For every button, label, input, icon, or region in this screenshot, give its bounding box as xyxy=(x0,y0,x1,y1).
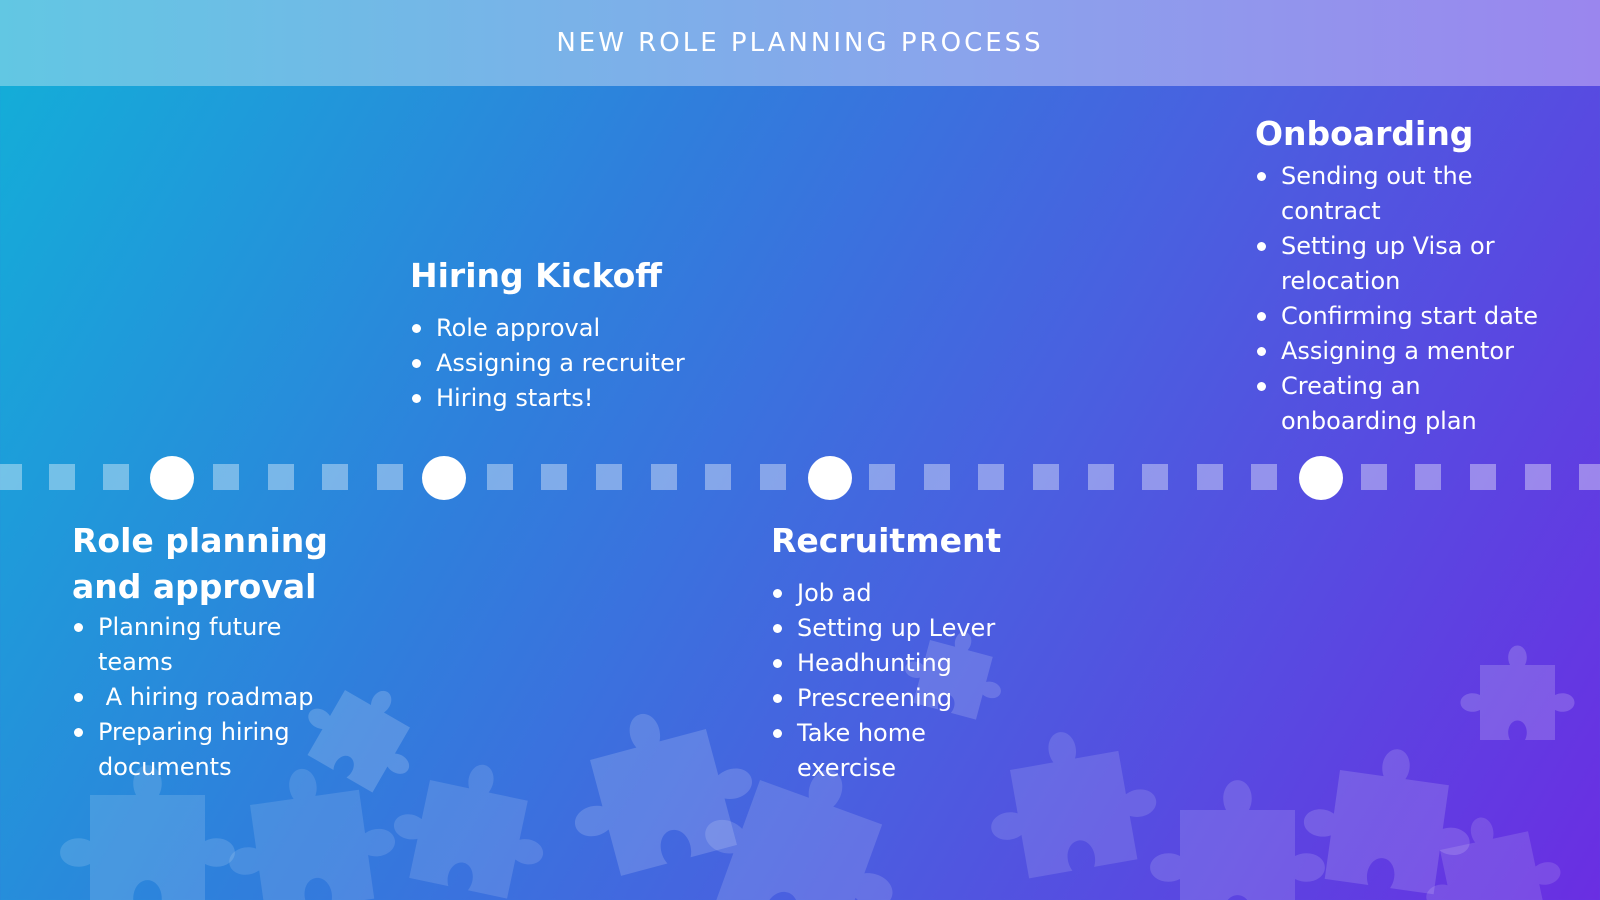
list-item: Planning future teams xyxy=(72,610,362,680)
list-item: Headhunting xyxy=(771,646,1031,681)
timeline-dash xyxy=(1361,464,1387,490)
list-item: Role approval xyxy=(410,311,710,346)
timeline-dash xyxy=(103,464,129,490)
timeline-dash xyxy=(0,464,22,490)
stage-title: Role planning and approval xyxy=(72,518,362,610)
list-item: Assigning a mentor xyxy=(1255,334,1555,369)
stage-title-line: and approval xyxy=(72,567,317,606)
stage-title-line: Role planning xyxy=(72,521,328,560)
timeline-dash xyxy=(377,464,403,490)
timeline-dash xyxy=(1033,464,1059,490)
stage-hiring-kickoff: Hiring Kickoff Role approval Assigning a… xyxy=(410,253,710,416)
list-item: Prescreening xyxy=(771,681,1031,716)
timeline-dash xyxy=(596,464,622,490)
list-item: Preparing hiring documents xyxy=(72,715,362,785)
timeline-node-onboarding xyxy=(1299,456,1343,500)
timeline-dash xyxy=(1415,464,1441,490)
timeline xyxy=(0,456,1600,500)
timeline-dash xyxy=(760,464,786,490)
list-item: A hiring roadmap xyxy=(72,680,362,715)
list-item: Setting up Visa or relocation xyxy=(1255,229,1555,299)
header-bar: NEW ROLE PLANNING PROCESS xyxy=(0,0,1600,86)
timeline-dash xyxy=(705,464,731,490)
stage-title: Hiring Kickoff xyxy=(410,256,663,295)
timeline-dash xyxy=(213,464,239,490)
timeline-dash xyxy=(268,464,294,490)
list-item: Assigning a recruiter xyxy=(410,346,710,381)
timeline-dash xyxy=(49,464,75,490)
timeline-dash xyxy=(1525,464,1551,490)
stage-onboarding: Onboarding Sending out the contract Sett… xyxy=(1255,111,1555,439)
stage-item-list: Role approval Assigning a recruiter Hiri… xyxy=(410,311,710,416)
timeline-dash xyxy=(924,464,950,490)
timeline-node-recruitment xyxy=(808,456,852,500)
timeline-dash xyxy=(1251,464,1277,490)
timeline-dash xyxy=(1197,464,1223,490)
list-item: Hiring starts! xyxy=(410,381,710,416)
timeline-dash xyxy=(978,464,1004,490)
timeline-dash xyxy=(651,464,677,490)
stage-item-list: Planning future teams A hiring roadmap P… xyxy=(72,610,362,785)
timeline-dash xyxy=(1142,464,1168,490)
stage-title: Recruitment xyxy=(771,521,1002,560)
list-item: Creating an onboarding plan xyxy=(1255,369,1555,439)
stage-role-planning: Role planning and approval Planning futu… xyxy=(72,518,362,785)
list-item: Confirming start date xyxy=(1255,299,1555,334)
stage-item-list: Job ad Setting up Lever Headhunting Pres… xyxy=(771,576,1031,786)
timeline-node-hiring-kickoff xyxy=(422,456,466,500)
stage-item-list: Sending out the contract Setting up Visa… xyxy=(1255,159,1555,439)
timeline-dash xyxy=(1579,464,1600,490)
page-title: NEW ROLE PLANNING PROCESS xyxy=(556,28,1044,58)
list-item: Sending out the contract xyxy=(1255,159,1555,229)
list-item: Take home exercise xyxy=(771,716,1031,786)
list-item: Setting up Lever xyxy=(771,611,1031,646)
stage-title: Onboarding xyxy=(1255,114,1474,153)
timeline-node-role-planning xyxy=(150,456,194,500)
stage-recruitment: Recruitment Job ad Setting up Lever Head… xyxy=(771,518,1031,786)
timeline-dash xyxy=(869,464,895,490)
list-item: Job ad xyxy=(771,576,1031,611)
timeline-dash xyxy=(1470,464,1496,490)
timeline-dash xyxy=(1088,464,1114,490)
timeline-dash xyxy=(487,464,513,490)
timeline-dash xyxy=(322,464,348,490)
timeline-dash xyxy=(541,464,567,490)
